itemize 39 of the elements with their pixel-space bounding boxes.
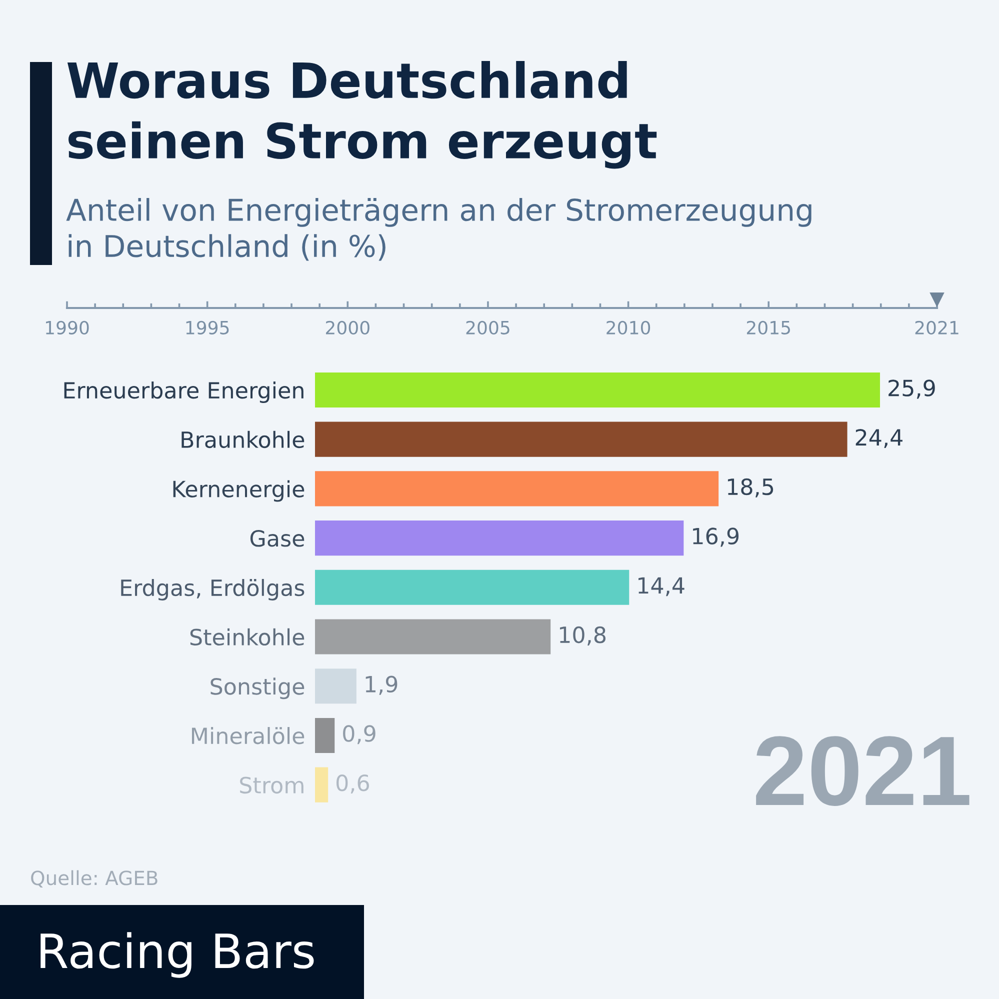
y-tick-label: Steinkohle: [190, 628, 304, 646]
bar: [315, 520, 684, 556]
data-label: 18,5: [728, 478, 774, 498]
y-tick-label: Gase: [250, 530, 304, 547]
data-label: 10,8: [560, 626, 606, 646]
bar: [315, 767, 328, 802]
x2-tick-label: 2015: [746, 320, 790, 334]
bar: [315, 422, 848, 457]
x2-tick-label: 1990: [46, 320, 89, 334]
y-tick-label: Erneuerbare Energien: [64, 382, 304, 404]
x2-tick-label: 2010: [606, 320, 650, 334]
y-tick-label: Braunkohle: [182, 430, 304, 448]
bar: [315, 619, 551, 654]
chart-subtitle: Anteil von Energieträgern an der Stromerzeugung in Deutschland (in %): [66, 198, 812, 261]
data-label: 0,6: [336, 774, 369, 794]
bar: [315, 570, 630, 605]
data-label: 14,4: [638, 577, 684, 596]
bar: [315, 471, 719, 506]
y-tick-label: Strom: [240, 776, 304, 794]
data-label: 24,4: [856, 428, 902, 448]
data-label: 0,9: [343, 725, 376, 744]
chart-title: Woraus Deutschland seinen Strom erzeugt: [67, 61, 657, 169]
y-tick-label: Erdgas, Erdölgas: [121, 578, 304, 600]
data-label: 25,9: [888, 380, 935, 399]
y-tick-label: Kernenergie: [173, 480, 304, 502]
data-label: 1,9: [366, 676, 398, 695]
y-tick-label: Sonstige: [210, 678, 304, 700]
x2-tick-label: 1995: [186, 320, 229, 334]
x2-tick-label: 2021: [915, 320, 958, 334]
y-tick-label: Mineralöle: [192, 727, 304, 744]
source-note: Quelle: AGEB: [31, 870, 158, 888]
x2-tick-label: 2005: [466, 320, 510, 334]
x2-tick-label: 2000: [326, 320, 370, 334]
text: Racing Bars: [40, 932, 314, 978]
annotation: 2021: [756, 736, 970, 806]
bar: [315, 718, 335, 753]
bar: [315, 372, 880, 408]
bar: [315, 668, 356, 704]
data-label: 16,9: [693, 528, 739, 547]
